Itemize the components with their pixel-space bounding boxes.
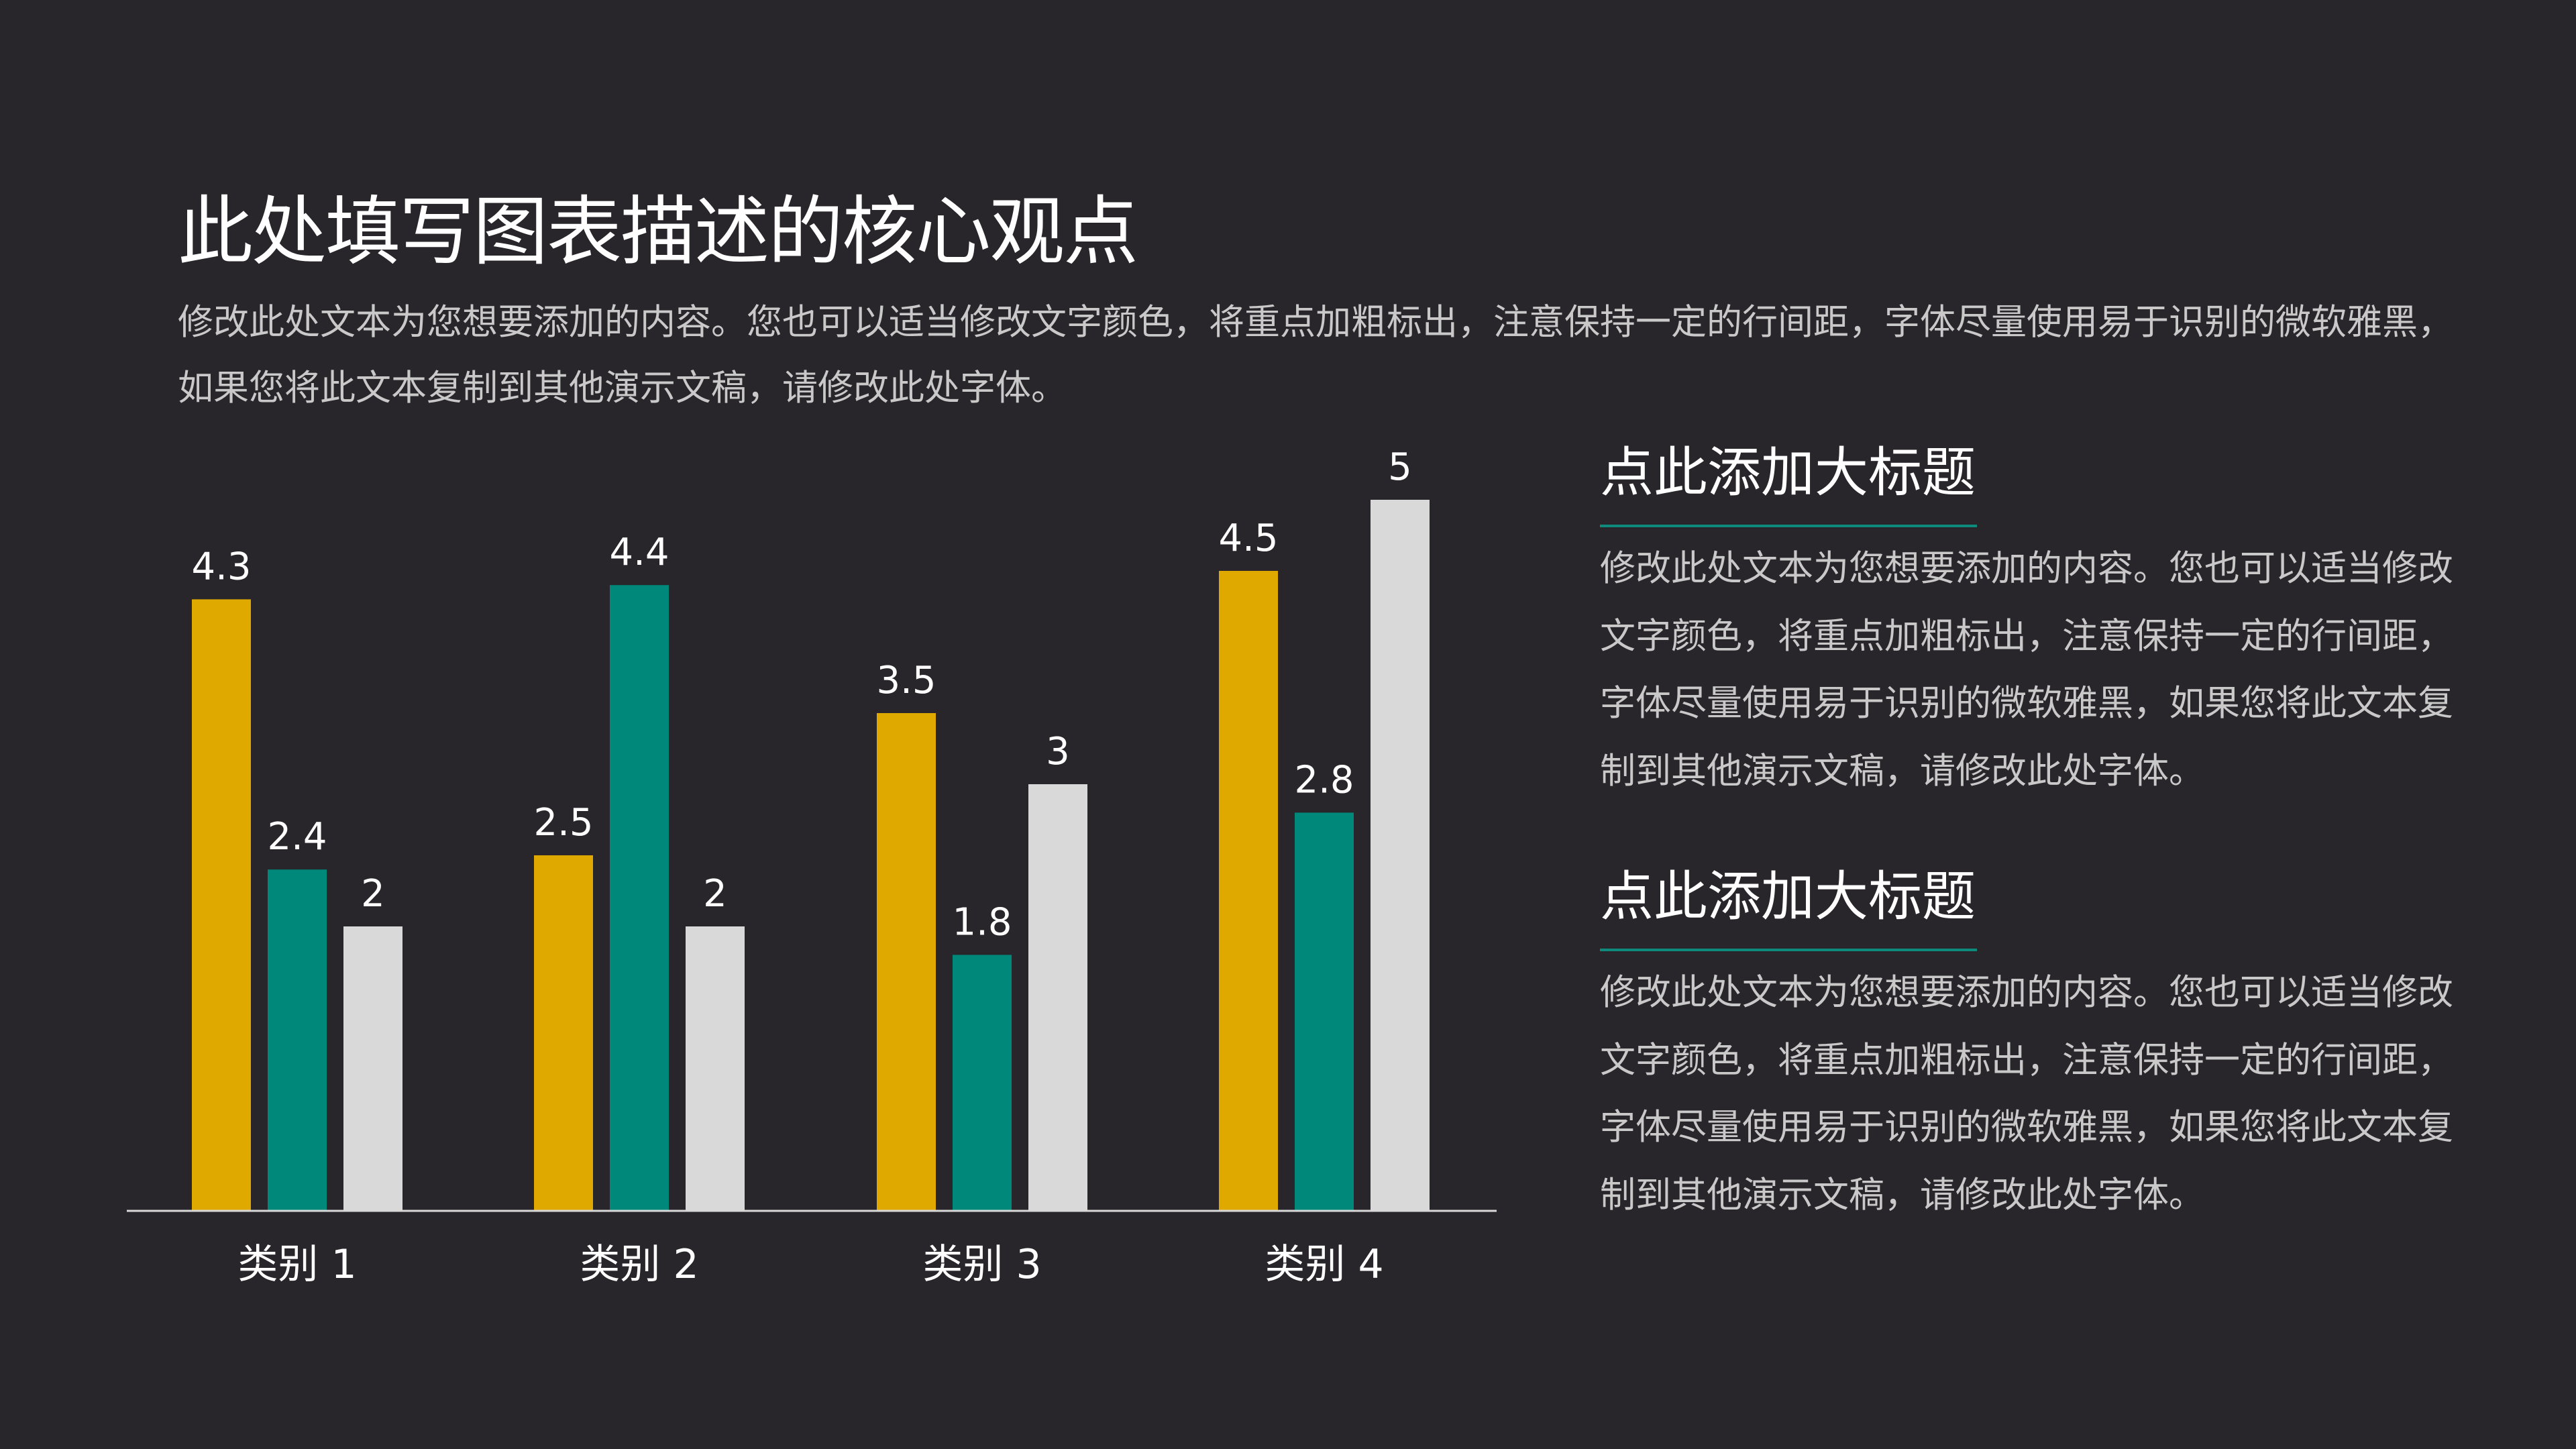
- data-label: 4.5: [1218, 517, 1278, 560]
- heading-underline: [1600, 949, 1977, 951]
- data-label: 4.3: [191, 545, 251, 588]
- section-heading[interactable]: 点此添加大标题: [1600, 441, 1976, 504]
- bar: [1028, 784, 1087, 1211]
- category-label: 类别 1: [237, 1241, 356, 1288]
- bar: [877, 713, 936, 1211]
- data-label: 4.4: [609, 531, 669, 574]
- category-label: 类别 3: [922, 1241, 1041, 1288]
- bar: [192, 599, 251, 1211]
- page-description: 修改此处文本为您想要添加的内容。您也可以适当修改文字颜色，将重点加粗标出，注意保…: [178, 302, 2453, 409]
- heading-underline: [1600, 525, 1977, 527]
- data-label: 2: [703, 872, 727, 916]
- bar: [343, 926, 402, 1211]
- section-heading[interactable]: 点此添加大标题: [1600, 865, 1976, 928]
- bar: [953, 955, 1012, 1211]
- data-label: 2.8: [1294, 758, 1354, 802]
- data-label: 2.5: [533, 801, 593, 845]
- data-label: 1.8: [952, 900, 1012, 944]
- bar: [686, 926, 745, 1211]
- text-section-2: 点此添加大标题 修改此处文本为您想要添加的内容。您也可以适当修改文字颜色，将重点…: [1600, 860, 2472, 1229]
- category-label: 类别 4: [1265, 1241, 1383, 1288]
- bar: [1295, 812, 1354, 1211]
- bar: [268, 869, 327, 1211]
- text-section-1: 点此添加大标题 修改此处文本为您想要添加的内容。您也可以适当修改文字颜色，将重点…: [1600, 436, 2472, 805]
- page-title: 此处填写图表描述的核心观点: [178, 189, 1138, 276]
- data-label: 5: [1388, 445, 1412, 489]
- bar: [1219, 571, 1278, 1211]
- data-label: 2.4: [267, 815, 327, 859]
- bar: [1371, 500, 1430, 1211]
- section-body: 修改此处文本为您想要添加的内容。您也可以适当修改文字颜色，将重点加粗标出，注意保…: [1600, 548, 2453, 792]
- data-label: 3.5: [876, 659, 936, 702]
- data-label: 2: [361, 872, 385, 916]
- category-label: 类别 2: [580, 1241, 698, 1288]
- bar: [534, 855, 593, 1211]
- section-body: 修改此处文本为您想要添加的内容。您也可以适当修改文字颜色，将重点加粗标出，注意保…: [1600, 972, 2453, 1216]
- bar: [610, 585, 669, 1211]
- data-label: 3: [1046, 730, 1070, 773]
